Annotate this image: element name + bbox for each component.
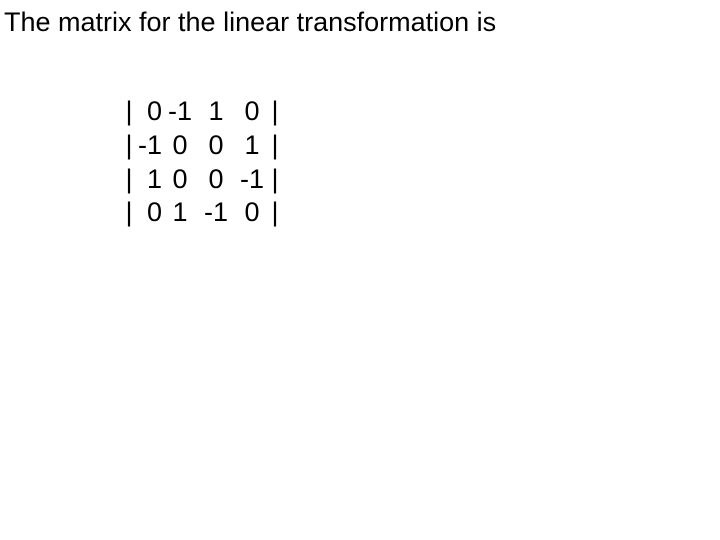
- matrix-left-bar: |: [124, 163, 134, 197]
- matrix-right-bar: |: [270, 196, 280, 230]
- matrix-right-bar: |: [270, 163, 280, 197]
- matrix-left-bar: |: [124, 129, 134, 163]
- matrix-row: | 0 -1 1 0 |: [124, 95, 280, 129]
- matrix-cell: 0: [234, 196, 270, 230]
- matrix-cell: 0: [134, 196, 162, 230]
- matrix-left-bar: |: [124, 196, 134, 230]
- matrix-row: | 1 0 0 -1 |: [124, 163, 280, 197]
- slide: The matrix for the linear transformation…: [0, 0, 720, 540]
- matrix-cell: 1: [198, 95, 234, 129]
- matrix-cell: 0: [162, 129, 198, 163]
- matrix-row: | -1 0 0 1 |: [124, 129, 280, 163]
- matrix-cell: 1: [234, 129, 270, 163]
- matrix-left-bar: |: [124, 95, 134, 129]
- matrix-cell: 0: [234, 95, 270, 129]
- matrix-cell: -1: [134, 129, 162, 163]
- matrix-cell: 0: [134, 95, 162, 129]
- matrix-row: | 0 1 -1 0 |: [124, 196, 280, 230]
- matrix-cell: 0: [198, 163, 234, 197]
- matrix-right-bar: |: [270, 129, 280, 163]
- matrix-cell: -1: [162, 95, 198, 129]
- matrix-cell: 1: [162, 196, 198, 230]
- matrix-cell: 0: [198, 129, 234, 163]
- matrix-cell: 1: [134, 163, 162, 197]
- heading-text: The matrix for the linear transformation…: [4, 6, 496, 38]
- matrix-display: | 0 -1 1 0 | | -1 0 0 1 | | 1 0 0 -1 | |…: [124, 95, 280, 230]
- matrix-cell: -1: [198, 196, 234, 230]
- matrix-right-bar: |: [270, 95, 280, 129]
- matrix-cell: -1: [234, 163, 270, 197]
- matrix-cell: 0: [162, 163, 198, 197]
